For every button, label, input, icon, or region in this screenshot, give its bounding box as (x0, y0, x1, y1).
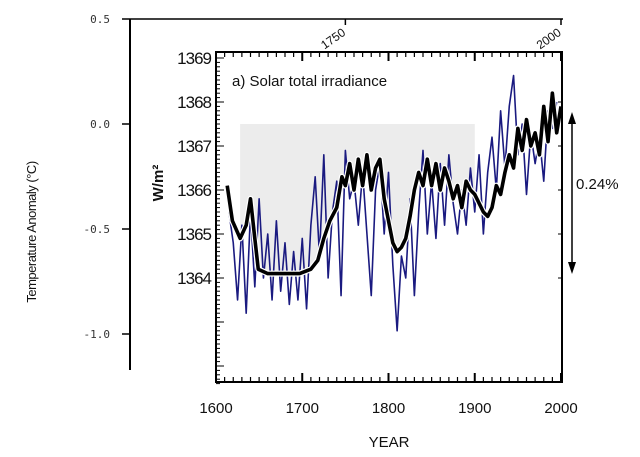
range-annotation: 0.24% (576, 176, 619, 193)
temperature-tick-label: -0.5 (84, 223, 111, 236)
temperature-tick-label: 0.5 (90, 13, 110, 26)
y-tick-label: 1368 (177, 93, 211, 112)
temperature-axis-label: Temperature Anomaly (°C) (24, 161, 39, 302)
y-tick-label: 1367 (177, 137, 211, 156)
x-tick-label: 2000 (544, 400, 577, 417)
y-tick-label: 1365 (177, 225, 211, 244)
top-year-ticks: 1750 2000 (318, 19, 564, 52)
x-tick-label: 1800 (372, 400, 405, 417)
panel-title: a) Solar total irradiance (232, 73, 387, 90)
arrow-down-icon (568, 262, 576, 274)
y-tick-label: 1366 (177, 181, 211, 200)
annual-irradiance-line (228, 74, 558, 332)
x-tick-label: 1900 (458, 400, 491, 417)
y-tick-label: 1364 (177, 269, 211, 288)
shaded-region-layer (240, 124, 475, 274)
top-year-tick-label: 1750 (318, 25, 348, 52)
x-tick-label: 1600 (199, 400, 232, 417)
smoothed-irradiance-line (225, 91, 563, 276)
y-tick-label: 1369 (177, 49, 211, 68)
series-layer (224, 74, 564, 332)
irradiance-axis-label: W/m² (150, 165, 167, 202)
x-tick-label: 1700 (286, 400, 319, 417)
irradiance-ticks: 1600 1700 1800 1900 2000 1369 1368 1367 1366 1365… (177, 49, 578, 417)
temperature-tick-label: 0.0 (90, 118, 110, 131)
shaded-region (240, 124, 475, 274)
top-year-tick-label: 2000 (534, 25, 564, 52)
arrow-up-icon (568, 112, 576, 124)
temperature-tick-label: -1.0 (84, 328, 111, 341)
x-axis-label: YEAR (369, 434, 410, 451)
temperature-ticks: 0.5 0.0 -0.5 -1.0 (84, 13, 130, 341)
